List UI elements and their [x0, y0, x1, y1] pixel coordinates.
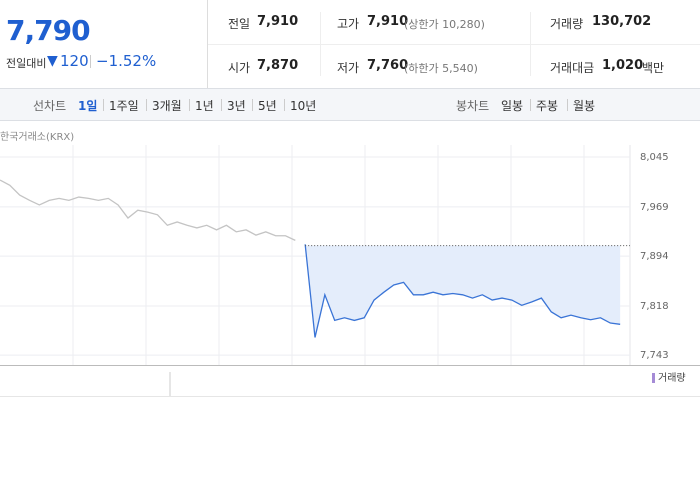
tab[interactable]: 3개월: [152, 99, 182, 113]
stat-label: 거래량: [550, 17, 584, 31]
stat-note: (하한가 5,540): [404, 62, 478, 75]
tab-separator: [221, 99, 222, 111]
y-tick-label: 7,894: [640, 251, 669, 262]
col-divider: [530, 12, 531, 76]
area: [305, 244, 621, 338]
tab[interactable]: 1년: [195, 99, 214, 113]
tab-group-label: 봉차트: [456, 99, 490, 113]
change-label: 전일대비: [6, 57, 47, 70]
stats-panel: 전일 7,910 고가 7,910 (상한가 10,280) 거래량 130,7…: [208, 0, 700, 88]
stat-label: 시가: [228, 61, 251, 75]
tab-separator: [189, 99, 190, 111]
stat-note: (상한가 10,280): [404, 18, 485, 31]
y-tick-label: 7,743: [640, 350, 669, 361]
tab-separator: [103, 99, 104, 111]
stat-value: 7,760: [367, 58, 409, 73]
y-tick-label: 7,969: [640, 202, 669, 213]
tab[interactable]: 3년: [227, 99, 246, 113]
col-divider: [320, 12, 321, 76]
volume-legend-swatch: [652, 373, 655, 383]
divider: [90, 55, 91, 68]
stat-label: 저가: [337, 61, 360, 75]
tab[interactable]: 월봉: [573, 99, 596, 113]
change: 120: [60, 52, 89, 70]
stat-value: 7,910: [257, 14, 299, 29]
volume-legend: 거래량: [658, 372, 686, 384]
price: 7,790: [6, 14, 91, 47]
tab[interactable]: 일봉: [501, 99, 524, 113]
stat-value: 1,020: [602, 58, 644, 73]
stat-label: 전일: [228, 17, 251, 31]
tab-separator: [252, 99, 253, 111]
quote-panel: 7,790 전일대비 ▼ 120 −1.52%: [0, 0, 208, 88]
y-tick-label: 8,045: [640, 152, 669, 163]
y-tick-label: 7,818: [640, 301, 669, 312]
tab[interactable]: 1일: [78, 99, 98, 113]
stat-label: 거래대금: [550, 61, 595, 75]
tab-bar: 선차트 1일 1주일 3개월 1년 3년 5년 10년 봉차트 일봉 주봉 월봉: [0, 88, 700, 121]
tab-separator: [530, 99, 531, 111]
tab[interactable]: 5년: [258, 99, 277, 113]
stat-unit: 백만: [642, 61, 665, 75]
tab[interactable]: 1주일: [109, 99, 139, 113]
down-arrow: ▼: [47, 53, 58, 69]
source: 한국거래소(KRX): [0, 131, 74, 143]
stat-value: 130,702: [592, 14, 652, 29]
stat-value: 7,870: [257, 58, 299, 73]
change-rate: −1.52%: [96, 52, 157, 70]
row-divider: [208, 44, 700, 45]
stat-value: 7,910: [367, 14, 409, 29]
tab-separator: [146, 99, 147, 111]
price-line: [0, 179, 296, 241]
tab-separator: [567, 99, 568, 111]
tab[interactable]: 주봉: [536, 99, 559, 113]
price-line: [304, 244, 621, 338]
stat-label: 고가: [337, 17, 360, 31]
tab-separator: [284, 99, 285, 111]
tab[interactable]: 10년: [290, 99, 317, 113]
tab-group-label: 선차트: [33, 99, 67, 113]
